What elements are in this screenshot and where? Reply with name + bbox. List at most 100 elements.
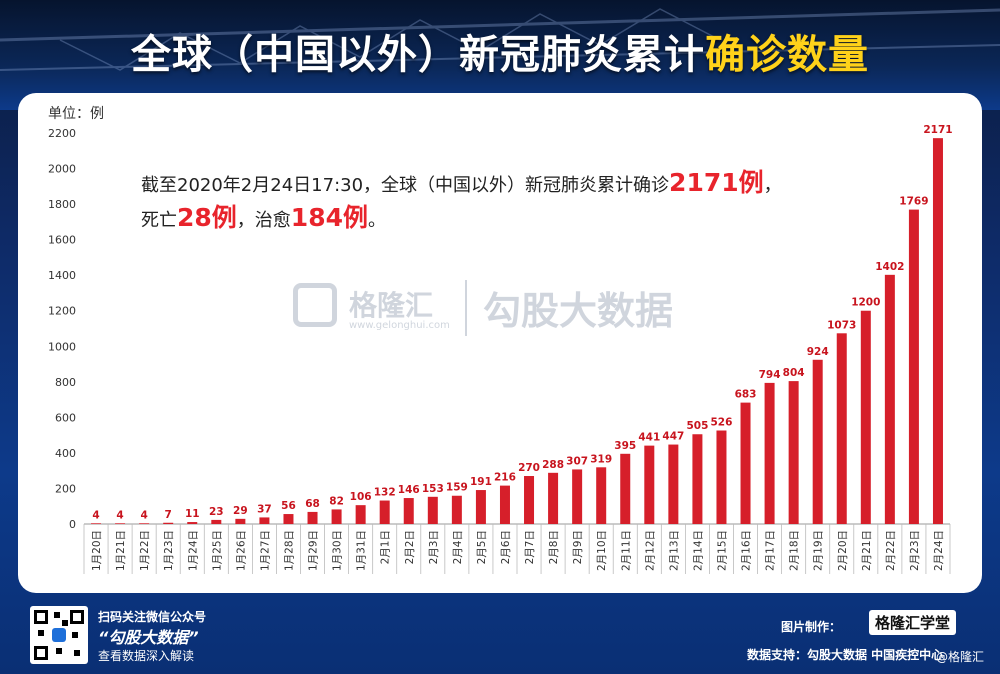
data-label: 804 <box>783 367 805 379</box>
x-tick-label: 2月8日 <box>548 530 560 564</box>
x-tick-label: 1月29日 <box>308 530 320 571</box>
data-label: 1200 <box>851 297 880 309</box>
bar <box>620 453 631 524</box>
title-highlight: 确诊数量 <box>705 32 869 78</box>
data-label: 1402 <box>875 261 904 273</box>
data-label: 216 <box>494 472 516 484</box>
data-label: 29 <box>233 505 248 517</box>
data-label: 270 <box>518 462 540 474</box>
bar <box>668 444 679 524</box>
bar <box>211 519 222 524</box>
x-tick-label: 2月23日 <box>909 530 921 571</box>
account-tagline: 查看数据深入解读 <box>98 649 195 663</box>
data-label: 924 <box>807 346 829 358</box>
account-name: “勾股大数据” <box>98 628 199 647</box>
bar <box>499 485 510 524</box>
data-label: 82 <box>329 495 344 507</box>
y-tick-label: 2000 <box>48 163 76 176</box>
bar <box>596 467 607 524</box>
credit-brand: 格隆汇学堂 <box>869 610 957 635</box>
bar <box>235 518 246 524</box>
x-tick-label: 2月21日 <box>861 530 873 571</box>
x-tick-label: 2月16日 <box>741 530 753 571</box>
scan-prompt: 扫码关注微信公众号 <box>98 610 207 624</box>
annotation-sep: ，治愈 <box>236 210 291 231</box>
y-tick-label: 800 <box>55 376 76 389</box>
watermark-logo-icon <box>293 283 337 327</box>
bar <box>836 333 847 524</box>
bar <box>331 509 342 524</box>
bar <box>812 359 823 524</box>
x-tick-label: 1月30日 <box>332 530 344 571</box>
bar <box>451 495 462 524</box>
bar <box>379 500 390 524</box>
watermark-brand: 格隆汇 <box>349 289 434 322</box>
data-label: 56 <box>281 500 296 512</box>
x-tick-label: 1月22日 <box>139 530 151 571</box>
corner-watermark: @格隆汇 <box>936 650 985 664</box>
data-label: 1769 <box>899 196 928 208</box>
bar <box>475 490 486 524</box>
x-tick-label: 2月19日 <box>813 530 825 571</box>
bar <box>764 382 775 524</box>
data-source: 数据支持：勾股大数据 中国疾控中心 <box>747 648 944 662</box>
x-tick-label: 2月24日 <box>933 530 945 571</box>
x-tick-label: 1月24日 <box>187 530 199 571</box>
credit-label: 图片制作： <box>781 620 842 634</box>
bar <box>283 514 294 524</box>
x-tick-label: 2月5日 <box>476 530 488 564</box>
data-label: 395 <box>614 440 636 452</box>
x-tick-label: 1月20日 <box>91 530 103 571</box>
data-label: 1073 <box>827 319 856 331</box>
x-tick-label: 1月23日 <box>163 530 175 571</box>
bar <box>716 430 727 524</box>
watermark-site: www.gelonghui.com <box>349 320 450 331</box>
x-tick-label: 2月1日 <box>380 530 392 564</box>
bar <box>115 523 126 524</box>
bar <box>259 517 270 524</box>
x-tick-label: 2月13日 <box>668 530 680 571</box>
data-label: 307 <box>566 455 588 467</box>
footer: 扫码关注微信公众号 “勾股大数据” 查看数据深入解读 图片制作： 格隆汇学堂 数… <box>0 598 1000 674</box>
data-label: 794 <box>759 369 781 381</box>
annotation-deaths: 28例 <box>177 203 237 232</box>
bar <box>403 498 414 524</box>
data-label: 68 <box>305 498 320 510</box>
data-label: 4 <box>140 509 147 521</box>
data-label: 37 <box>257 503 272 515</box>
x-tick-label: 2月3日 <box>428 530 440 564</box>
summary-annotation: 截至2020年2月24日17:30，全球（中国以外）新冠肺炎累计确诊2171例，… <box>141 167 782 237</box>
chart-panel: 单位：例 格隆汇 www.gelonghui.com 勾股大数据 0 200 400… <box>18 93 982 593</box>
y-tick-label: 1800 <box>48 198 76 211</box>
annotation-end: 。 <box>367 210 386 231</box>
watermark-divider <box>465 280 467 336</box>
x-tick-label: 2月14日 <box>692 530 704 571</box>
data-label: 4 <box>116 509 123 521</box>
bar <box>355 505 366 524</box>
bar <box>884 274 895 524</box>
qr-code-icon[interactable] <box>30 606 88 664</box>
data-label: 106 <box>350 491 372 503</box>
x-tick-label: 1月27日 <box>259 530 271 571</box>
x-tick-label: 1月25日 <box>211 530 223 571</box>
bar <box>427 496 438 524</box>
bridge-background <box>0 8 1000 71</box>
watermark-slogan: 勾股大数据 <box>483 289 674 333</box>
x-tick-label: 2月12日 <box>644 530 656 571</box>
data-label: 146 <box>398 484 420 496</box>
data-label: 23 <box>209 506 224 518</box>
y-tick-label: 2200 <box>48 127 76 140</box>
header-background <box>0 0 1000 110</box>
data-label: 159 <box>446 482 468 494</box>
bar <box>548 472 559 524</box>
bar <box>307 511 318 524</box>
x-tick-label: 2月11日 <box>620 530 632 571</box>
x-tick-label: 2月20日 <box>837 530 849 571</box>
x-tick-label: 2月17日 <box>765 530 777 571</box>
x-tick-label: 2月10日 <box>596 530 608 571</box>
x-tick-label: 2月9日 <box>572 530 584 564</box>
x-tick-label: 2月15日 <box>716 530 728 571</box>
x-tick-label: 2月6日 <box>500 530 512 564</box>
bar <box>740 402 751 524</box>
data-label: 132 <box>374 487 396 499</box>
